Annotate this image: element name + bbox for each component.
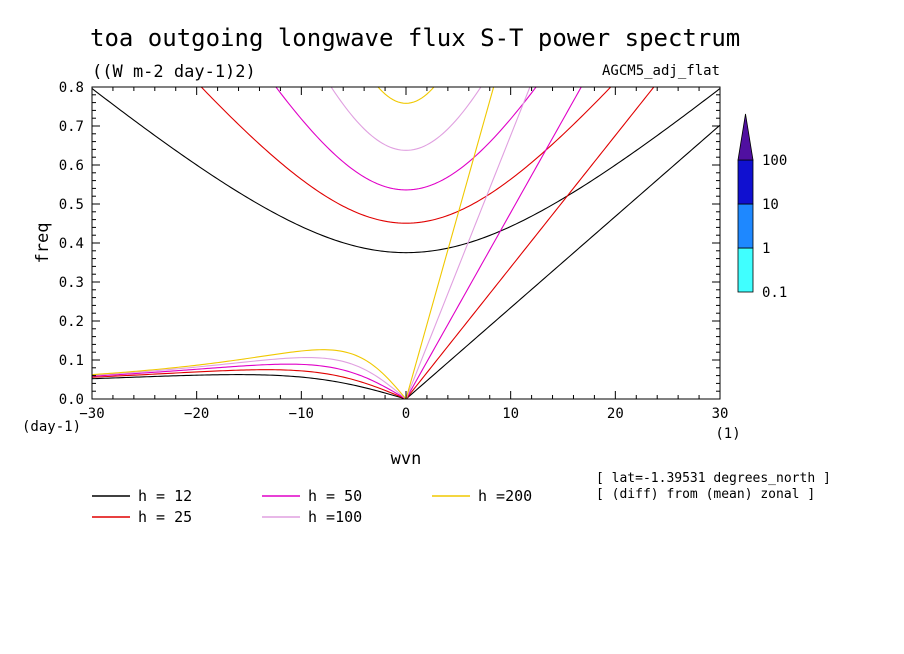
series-3-kelvin-line <box>405 87 531 399</box>
axis-ticks: −30 −20 −10 0 10 20 30 0.0 0.1 0.2 0.3 0.4 0.5 0.6 0.7… <box>59 80 729 422</box>
series-2-er1-line <box>92 363 407 399</box>
series-3-er1-line <box>92 357 407 399</box>
x-tick-label: −10 <box>289 406 314 422</box>
series-4 <box>92 87 495 399</box>
x-tick-label: −30 <box>79 406 104 422</box>
series-1 <box>92 87 655 399</box>
series-0-ig1-line <box>92 88 720 254</box>
colorbar-label: 0.1 <box>762 285 787 301</box>
colorbar: 0.1 1 10 100 <box>737 113 787 301</box>
legend-item: h =100 <box>262 508 362 526</box>
colorbar-label: 100 <box>762 153 787 169</box>
x-tick-label: 30 <box>712 406 729 422</box>
x-axis-unit: (1) <box>715 426 740 442</box>
dispersion-curves <box>92 87 720 399</box>
series-3 <box>92 87 531 399</box>
dataset-label: AGCM5_adj_flat <box>602 63 720 79</box>
x-tick-label: −20 <box>184 406 209 422</box>
legend-item: h = 25 <box>92 508 192 526</box>
legend-item: h = 12 <box>92 487 192 505</box>
legend-label: h =200 <box>478 487 532 505</box>
series-4-ig1-line <box>377 87 435 104</box>
colorbar-arrow <box>737 113 754 161</box>
y-axis-label: freq <box>33 223 53 264</box>
colorbar-segment <box>737 247 754 293</box>
series-0-kelvin-line <box>405 124 720 399</box>
info-line-lat: [ lat=-1.39531 degrees_north ] <box>596 471 831 486</box>
series-0-er1-line <box>92 374 407 399</box>
series-2 <box>92 87 582 399</box>
info-line-diff: [ (diff) from (mean) zonal ] <box>596 487 815 502</box>
legend-label: h = 12 <box>138 487 192 505</box>
series-0 <box>92 88 720 399</box>
series-1-er1-line <box>92 369 407 399</box>
y-tick-label: 0.3 <box>59 275 84 291</box>
chart-title: toa outgoing longwave flux S-T power spe… <box>90 24 740 52</box>
series-4-er1-line <box>92 349 407 399</box>
y-tick-label: 0.5 <box>59 197 84 213</box>
x-tick-label: 0 <box>402 406 410 422</box>
legend-item: h = 50 <box>262 487 362 505</box>
x-tick-label: 20 <box>607 406 624 422</box>
series-2-kelvin-line <box>405 87 582 399</box>
y-tick-label: 0.0 <box>59 392 84 408</box>
series-1-kelvin-line <box>405 87 655 399</box>
series-3-ig1-line <box>330 87 482 151</box>
legend-item: h =200 <box>432 487 532 505</box>
series-1-ig1-line <box>200 87 612 224</box>
chart-subtitle: ((W m-2 day-1)2) <box>92 62 256 82</box>
legend-label: h = 25 <box>138 508 192 526</box>
legend: h = 12 h = 25 h = 50 h =100 h =200 <box>92 487 532 526</box>
legend-label: h = 50 <box>308 487 362 505</box>
colorbar-segment <box>737 159 754 205</box>
x-tick-label: 10 <box>502 406 519 422</box>
colorbar-segment <box>737 203 754 249</box>
y-tick-label: 0.2 <box>59 314 84 330</box>
series-2-ig1-line <box>275 87 537 191</box>
series-4-kelvin-line <box>405 87 495 399</box>
y-tick-label: 0.1 <box>59 353 84 369</box>
x-axis-label: wvn <box>391 449 422 469</box>
y-tick-label: 0.4 <box>59 236 84 252</box>
colorbar-label: 10 <box>762 197 779 213</box>
y-tick-label: 0.6 <box>59 158 84 174</box>
y-tick-label: 0.8 <box>59 80 84 96</box>
plot-frame <box>91 86 721 400</box>
y-tick-label: 0.7 <box>59 119 84 135</box>
y-axis-unit: (day-1) <box>22 419 81 435</box>
legend-label: h =100 <box>308 508 362 526</box>
colorbar-label: 1 <box>762 241 770 257</box>
